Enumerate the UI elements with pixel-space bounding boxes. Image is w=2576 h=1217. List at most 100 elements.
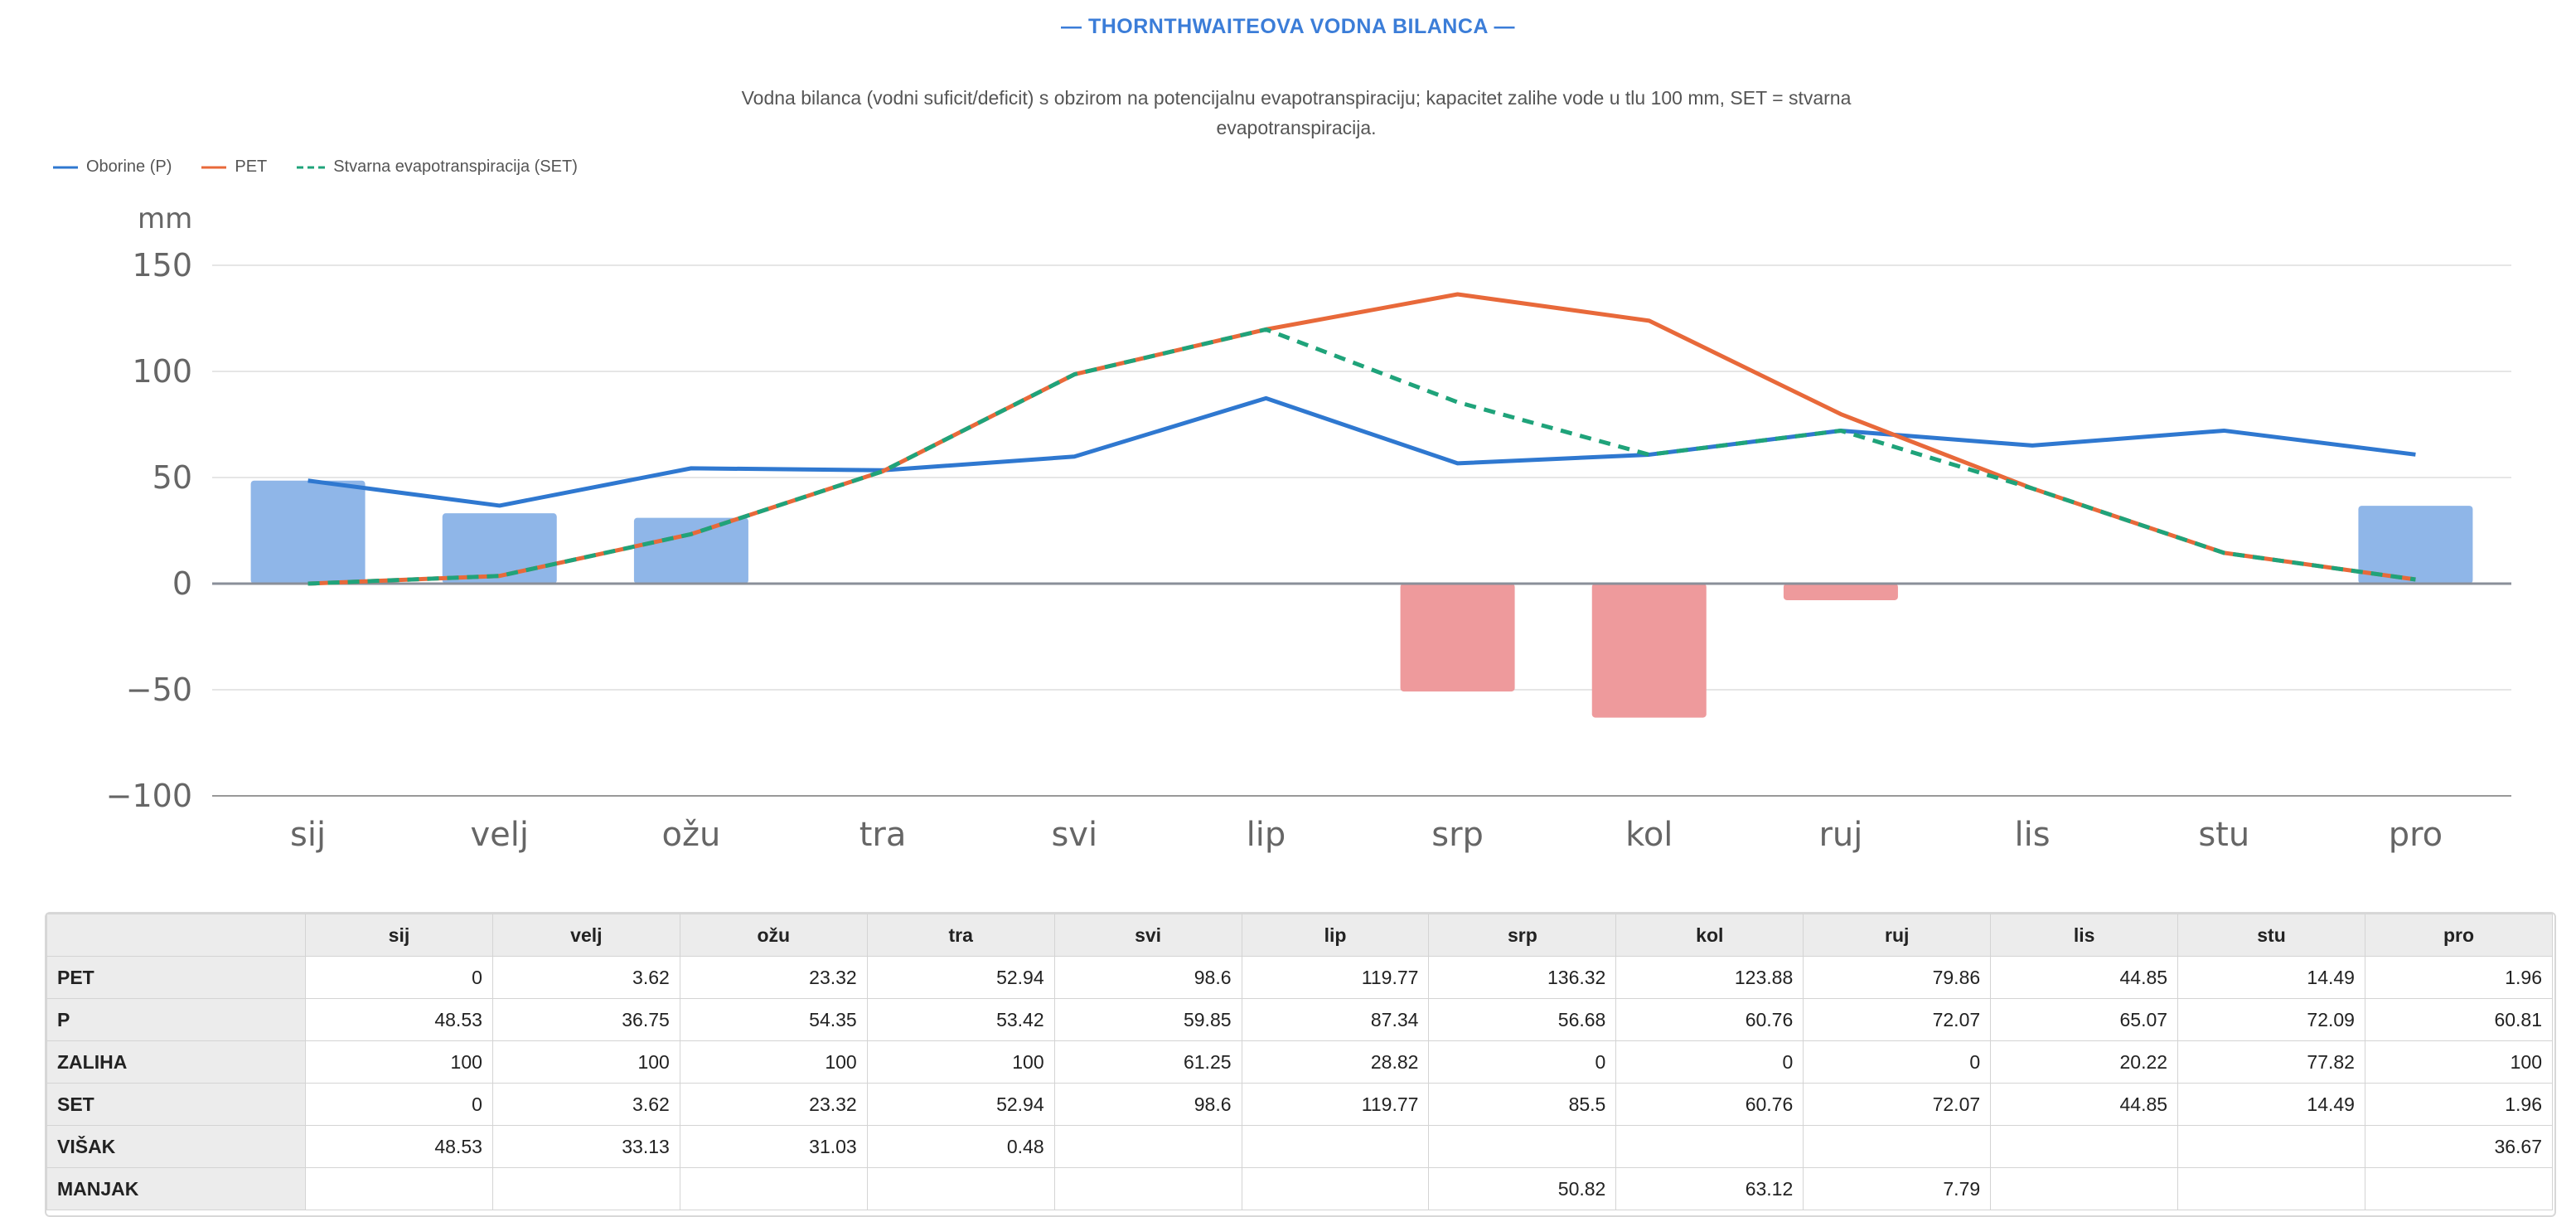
table-cell: 0	[305, 1083, 493, 1126]
table-cell: 28.82	[1241, 1040, 1430, 1084]
series-line-0	[307, 395, 2416, 508]
column-header: lis	[1990, 914, 2179, 957]
table-cell: 0	[305, 956, 493, 999]
table-row: VIŠAK 48.53 33.13 31.03 0.48 36.67	[46, 1125, 2554, 1168]
table-row: ZALIHA 100 100 100 100 61.25 28.82 0 0 0 20.22 77.8…	[46, 1040, 2554, 1084]
legend-label: Stvarna evapotranspiracija (SET)	[333, 158, 578, 176]
bar-ožu	[633, 517, 748, 584]
table-row: P 48.53 36.75 54.35 53.42 59.85 87.34 56.68 60.7…	[46, 998, 2554, 1041]
column-header: kol	[1615, 914, 1804, 957]
x-tick-label: ožu	[662, 816, 721, 854]
table-cell	[679, 1167, 868, 1210]
table-cell: 136.32	[1428, 956, 1617, 999]
x-tick-label: stu	[2198, 816, 2249, 854]
column-header: srp	[1428, 914, 1617, 957]
table-cell: 0	[1428, 1040, 1617, 1084]
table-cell: 48.53	[305, 1125, 493, 1168]
table-cell: 36.75	[491, 998, 680, 1041]
table-cell: 14.49	[2177, 956, 2365, 999]
table-cell: 100	[305, 1040, 493, 1084]
column-header: pro	[2364, 914, 2554, 957]
x-tick-label: velj	[470, 816, 529, 854]
table-cell: 119.77	[1241, 956, 1430, 999]
table-cell: 123.88	[1615, 956, 1804, 999]
legend-item-pet[interactable]: PET	[201, 158, 267, 177]
row-label: MANJAK	[46, 1167, 306, 1210]
table-cell: 44.85	[1990, 956, 2179, 999]
table-header-row: sij velj ožu tra svi lip srp kol ruj lis stu pro	[46, 914, 2554, 957]
column-header: svi	[1053, 914, 1242, 957]
table-cell: 31.03	[679, 1125, 868, 1168]
table-cell: 1.96	[2364, 956, 2554, 999]
table-cell: 3.62	[491, 956, 680, 999]
y-tick-label: 150	[132, 247, 192, 284]
x-tick-label: lip	[1247, 816, 1286, 854]
table-cell: 54.35	[679, 998, 868, 1041]
bar-kol	[1591, 584, 1707, 718]
legend-line-icon	[201, 166, 227, 168]
table-cell	[2177, 1167, 2365, 1210]
table-cell: 23.32	[679, 1083, 868, 1126]
x-tick-label: svi	[1051, 816, 1097, 854]
x-tick-label: lis	[2015, 816, 2051, 854]
table-cell: 100	[491, 1040, 680, 1084]
x-tick-label: srp	[1431, 816, 1484, 854]
y-tick-label: 50	[153, 459, 192, 496]
table-corner-cell	[46, 914, 306, 957]
column-header: stu	[2177, 914, 2365, 957]
table-cell	[1990, 1125, 2179, 1168]
column-header: ožu	[679, 914, 868, 957]
bar-sij	[250, 480, 366, 584]
table-cell	[1241, 1167, 1430, 1210]
table-cell: 98.6	[1053, 1083, 1242, 1126]
row-label: VIŠAK	[46, 1125, 306, 1168]
y-axis-label: mm	[138, 202, 192, 235]
table-cell	[1053, 1125, 1242, 1168]
legend-item-precipitation[interactable]: Oborine (P)	[53, 158, 172, 177]
y-tick-label: −100	[106, 778, 192, 814]
table-cell	[866, 1167, 1055, 1210]
table-cell: 77.82	[2177, 1040, 2365, 1084]
bar-pro	[2358, 506, 2473, 584]
table-cell: 61.25	[1053, 1040, 1242, 1084]
row-label: P	[46, 998, 306, 1041]
table-cell: 72.09	[2177, 998, 2365, 1041]
table-cell: 20.22	[1990, 1040, 2179, 1084]
table-cell: 1.96	[2364, 1083, 2554, 1126]
y-tick-label: 100	[132, 353, 192, 390]
table-cell: 50.82	[1428, 1167, 1617, 1210]
table-cell: 36.67	[2364, 1125, 2554, 1168]
table-cell	[1615, 1125, 1804, 1168]
bar-srp	[1400, 584, 1515, 692]
table-cell	[305, 1167, 493, 1210]
table-cell: 60.76	[1615, 1083, 1804, 1126]
y-tick-label: −50	[126, 672, 192, 708]
table-row: SET 0 3.62 23.32 52.94 98.6 119.77 85.5 60.76 72.…	[46, 1083, 2554, 1126]
table-cell: 87.34	[1241, 998, 1430, 1041]
x-tick-label: kol	[1625, 816, 1673, 854]
table-cell: 48.53	[305, 998, 493, 1041]
table-row: PET 0 3.62 23.32 52.94 98.6 119.77 136.32 123.88…	[46, 956, 2554, 999]
column-header: lip	[1241, 914, 1430, 957]
table-cell: 23.32	[679, 956, 868, 999]
column-header: tra	[866, 914, 1055, 957]
table-cell: 33.13	[491, 1125, 680, 1168]
table-cell	[2364, 1167, 2554, 1210]
table-cell: 79.86	[1803, 956, 1992, 999]
table-cell: 7.79	[1803, 1167, 1992, 1210]
row-label: ZALIHA	[46, 1040, 306, 1084]
table-cell: 52.94	[866, 956, 1055, 999]
table-cell	[1803, 1125, 1992, 1168]
table-cell: 53.42	[866, 998, 1055, 1041]
chart-title: — THORNTHWAITEOVA VODNA BILANCA —	[1061, 15, 1515, 38]
table-cell: 3.62	[491, 1083, 680, 1126]
chart-subtitle: Vodna bilanca (vodni suficit/deficit) s …	[741, 87, 1852, 138]
table-cell	[1241, 1125, 1430, 1168]
bar-velj	[442, 513, 557, 584]
table-cell: 44.85	[1990, 1083, 2179, 1126]
legend-item-set[interactable]: Stvarna evapotranspiracija (SET)	[297, 158, 578, 177]
row-label: PET	[46, 956, 306, 999]
column-header: ruj	[1803, 914, 1992, 957]
x-tick-label: sij	[290, 816, 326, 854]
x-tick-label: pro	[2389, 816, 2443, 854]
